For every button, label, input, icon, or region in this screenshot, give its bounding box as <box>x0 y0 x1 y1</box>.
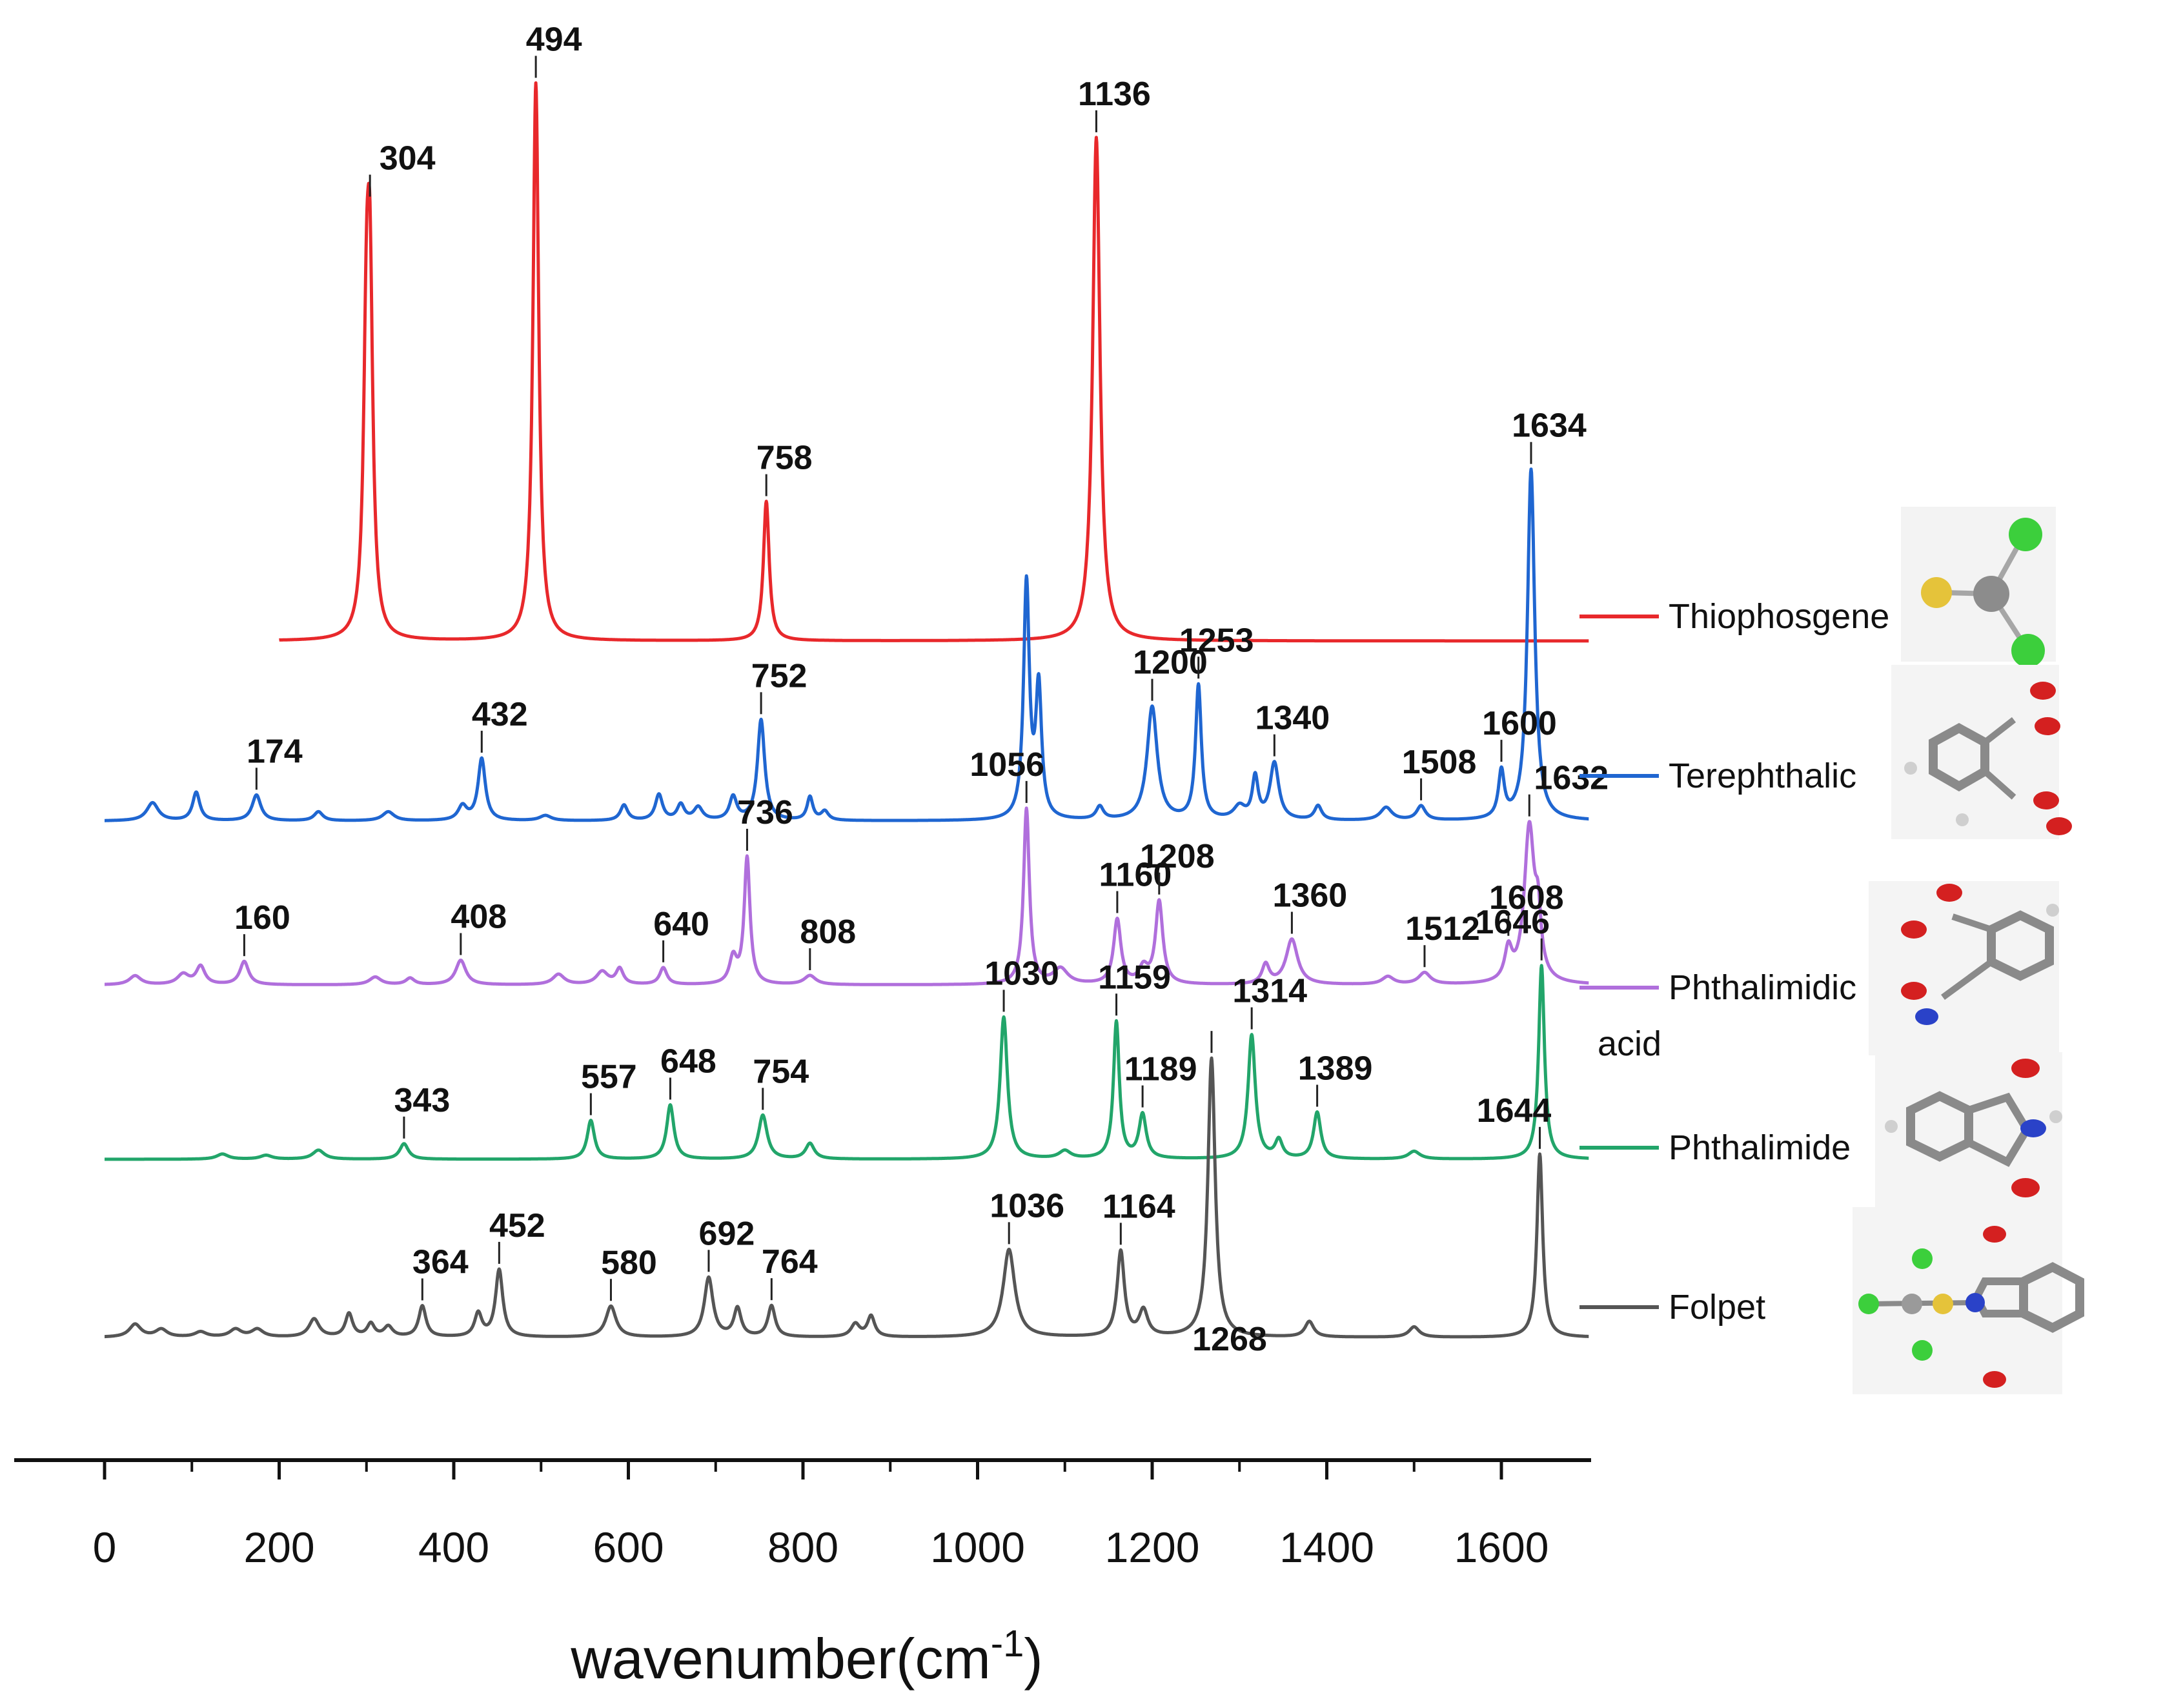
x-tick-label-200: 200 <box>243 1523 314 1571</box>
x-tick-label-1200: 1200 <box>1105 1523 1200 1571</box>
peak-label-phthalimidic-1512: 1512 <box>1405 910 1480 948</box>
peak-label-phthalimidic-1208: 1208 <box>1140 838 1215 875</box>
peak-label-terephthalic-1508: 1508 <box>1402 744 1477 781</box>
legend-label-thiophosgene: Thiophosgene <box>1669 597 1889 636</box>
legend-label-folpet: Folpet <box>1669 1288 1765 1327</box>
legend: Thiophosgene Terephthalic Phthalimidicacid… <box>1579 597 1889 1327</box>
peak-label-phthalimidic-1056: 1056 <box>970 746 1044 784</box>
peak-label-phthalimide-1314: 1314 <box>1232 973 1307 1010</box>
peak-label-terephthalic-752: 752 <box>751 657 807 695</box>
legend-label-phthalimidic: Phthalimidic <box>1669 968 1856 1007</box>
peak-label-phthalimidic-408: 408 <box>451 899 507 936</box>
peak-label-phthalimidic-1360: 1360 <box>1273 877 1348 915</box>
peak-label-thiophosgene-494: 494 <box>526 21 582 59</box>
peak-label-folpet-1268: 1268 <box>1192 1321 1267 1358</box>
peak-label-phthalimide-1189: 1189 <box>1124 1051 1197 1088</box>
x-tick-label-0: 0 <box>93 1523 117 1571</box>
x-tick-label-800: 800 <box>767 1523 838 1571</box>
peak-label-folpet-1644: 1644 <box>1477 1092 1552 1130</box>
thiophosgene-molecule-icon <box>1901 507 2056 667</box>
x-tick-label-1000: 1000 <box>930 1523 1025 1571</box>
peak-label-terephthalic-1253: 1253 <box>1179 622 1254 659</box>
legend-label-terephthalic: Terephthalic <box>1669 757 1856 795</box>
peak-label-terephthalic-432: 432 <box>472 696 528 733</box>
peak-label-terephthalic-1200: 1200 <box>1133 644 1208 682</box>
peak-label-phthalimidic-1632: 1632 <box>1534 760 1609 797</box>
peak-label-terephthalic-1600: 1600 <box>1482 705 1557 742</box>
peak-label-terephthalic-174: 174 <box>247 733 303 770</box>
phthalimide-molecule-icon <box>1875 1052 2062 1210</box>
peak-label-phthalimidic-160: 160 <box>234 899 290 937</box>
legend-label-phthalimide: Phthalimide <box>1669 1128 1851 1167</box>
peak-label-folpet-580: 580 <box>601 1244 657 1281</box>
x-axis: 0 200 400 600 800 1000 1200 1400 1600 <box>14 1458 1591 1571</box>
phthalimide-spectrum-line <box>103 964 1590 1161</box>
terephthalic-spectrum-line <box>103 467 1590 822</box>
folpet-spectrum-line <box>103 1056 1590 1339</box>
peak-label-phthalimidic-1608: 1608 <box>1489 879 1564 917</box>
peak-label-folpet-1036: 1036 <box>990 1187 1064 1225</box>
x-tick-label-400: 400 <box>418 1523 489 1571</box>
terephthalic-molecule-icon <box>1891 665 2072 839</box>
phthalimidic-spectrum-line <box>103 806 1590 986</box>
peak-label-phthalimide-1030: 1030 <box>984 955 1059 992</box>
peak-label-phthalimidic-736: 736 <box>737 794 793 831</box>
x-tick-label-1600: 1600 <box>1454 1523 1549 1571</box>
peak-label-folpet-692: 692 <box>699 1215 755 1252</box>
x-axis-title: wavenumber(cm-1) <box>570 1623 1042 1691</box>
phthalimidic-acid-molecule-icon <box>1869 881 2059 1055</box>
peak-label-folpet-1164: 1164 <box>1102 1188 1175 1225</box>
peak-label-phthalimide-754: 754 <box>753 1053 809 1090</box>
peak-label-folpet-364: 364 <box>412 1244 469 1281</box>
folpet-molecule-icon <box>1853 1207 2084 1394</box>
peak-label-phthalimide-557: 557 <box>581 1059 637 1096</box>
x-tick-label-1400: 1400 <box>1279 1523 1374 1571</box>
x-tick-label-600: 600 <box>593 1523 664 1571</box>
peak-label-folpet-452: 452 <box>489 1207 545 1245</box>
thiophosgene-spectrum-line <box>278 81 1590 643</box>
peak-label-phthalimide-648: 648 <box>660 1042 716 1080</box>
peak-label-terephthalic-1340: 1340 <box>1255 700 1330 737</box>
peak-label-folpet-764: 764 <box>762 1243 818 1281</box>
peak-label-thiophosgene-758: 758 <box>757 440 813 477</box>
peak-label-phthalimide-1389: 1389 <box>1298 1050 1373 1087</box>
peak-label-thiophosgene-1136: 1136 <box>1078 76 1151 113</box>
peak-label-thiophosgene-304: 304 <box>380 140 436 178</box>
legend-label-phthalimidic-line2: acid <box>1598 1024 1661 1063</box>
peak-label-phthalimidic-808: 808 <box>800 913 856 951</box>
peak-label-phthalimide-343: 343 <box>394 1082 451 1119</box>
peak-label-phthalimidic-640: 640 <box>653 906 709 943</box>
peak-label-terephthalic-1634: 1634 <box>1512 407 1587 445</box>
spectra-series <box>103 81 1590 1339</box>
peak-label-phthalimide-1646: 1646 <box>1475 904 1550 941</box>
peak-label-phthalimide-1159: 1159 <box>1098 959 1171 996</box>
